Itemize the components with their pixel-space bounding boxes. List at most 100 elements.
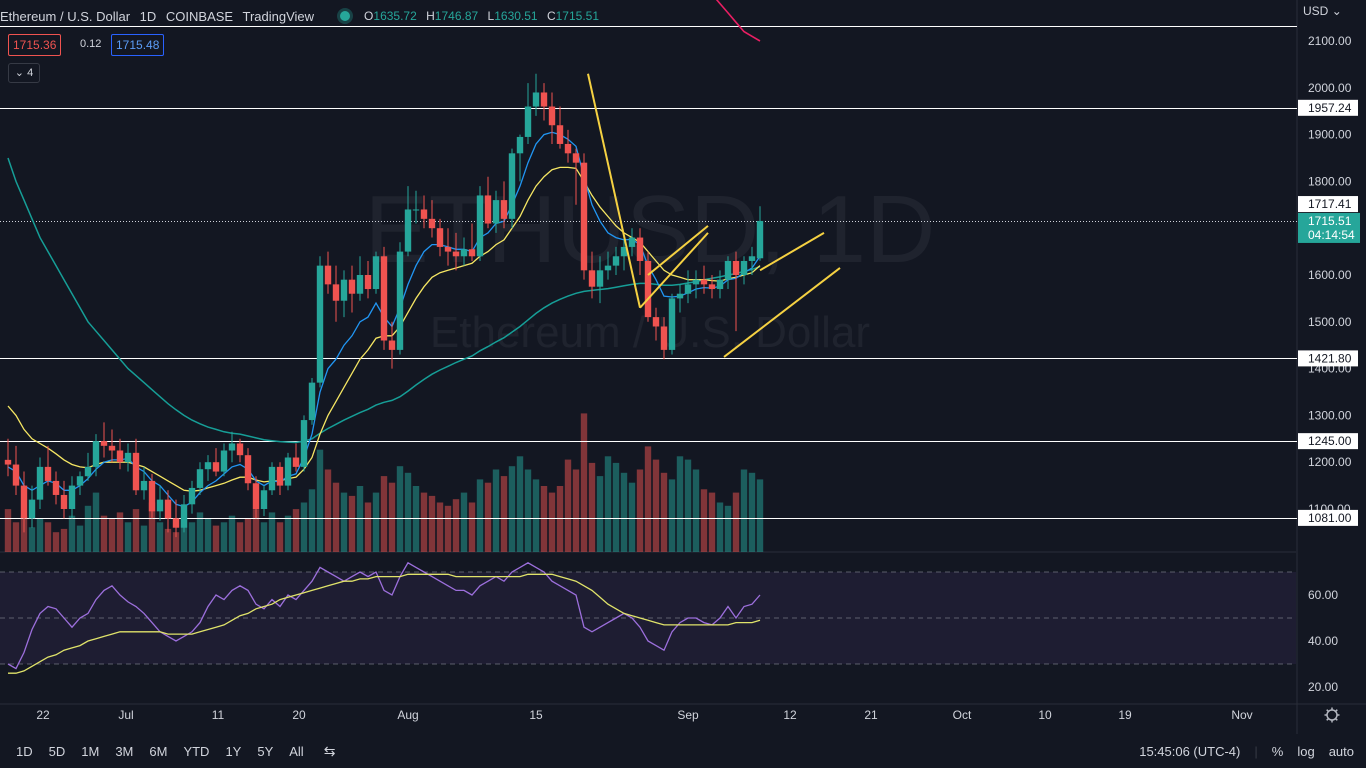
candle[interactable]: [436, 218, 444, 257]
candle[interactable]: [60, 480, 68, 519]
candle[interactable]: [660, 317, 668, 360]
currency-selector[interactable]: USD ⌄: [1303, 4, 1342, 18]
candle[interactable]: [148, 473, 156, 519]
candle[interactable]: [340, 270, 348, 318]
horizontal-levels[interactable]: [0, 26, 1297, 519]
candle[interactable]: [732, 251, 740, 332]
candle[interactable]: [204, 455, 212, 481]
percent-toggle[interactable]: %: [1271, 743, 1284, 759]
candle[interactable]: [12, 445, 20, 495]
candle[interactable]: [700, 265, 708, 294]
candle[interactable]: [164, 490, 172, 533]
rsi-pane[interactable]: [0, 561, 1296, 674]
candle[interactable]: [572, 148, 580, 205]
candle[interactable]: [636, 228, 644, 275]
candle[interactable]: [252, 476, 260, 519]
price-axis[interactable]: 2100.002000.001900.001800.001700.001600.…: [1298, 34, 1360, 694]
candle[interactable]: [588, 251, 596, 299]
candle[interactable]: [236, 438, 244, 463]
candle[interactable]: [212, 448, 220, 477]
candle[interactable]: [76, 471, 84, 495]
ema-long-line[interactable]: [712, 0, 761, 42]
candles[interactable]: [4, 73, 764, 538]
candle[interactable]: [684, 270, 692, 304]
timeframe-button-ytd[interactable]: YTD: [183, 743, 210, 759]
candle[interactable]: [92, 434, 100, 477]
candle[interactable]: [452, 232, 460, 271]
candle[interactable]: [4, 438, 12, 477]
level-price-tag[interactable]: [1298, 509, 1358, 526]
trend-patterns[interactable]: [587, 73, 841, 358]
timeframe-button-6m[interactable]: 6M: [149, 743, 168, 759]
timeframe-button-5y[interactable]: 5Y: [257, 743, 274, 759]
rsi-ma-line[interactable]: [8, 573, 761, 674]
timeframe-button-5d[interactable]: 5D: [48, 743, 66, 759]
candle[interactable]: [412, 190, 420, 224]
rsi-line[interactable]: [7, 561, 761, 670]
market-status-icon[interactable]: [340, 11, 351, 21]
log-toggle[interactable]: log: [1297, 743, 1315, 759]
gear-icon[interactable]: [1324, 707, 1340, 723]
candle[interactable]: [300, 415, 308, 472]
candle[interactable]: [620, 237, 628, 271]
candle[interactable]: [556, 106, 564, 149]
timeframe-button-all[interactable]: All: [289, 743, 304, 759]
candle[interactable]: [220, 443, 228, 477]
time-axis[interactable]: 22 Jul 11 20 Aug 15 Sep 12 21 Oct 10 19 Nov: [36, 707, 1340, 723]
candle[interactable]: [308, 377, 316, 425]
candle[interactable]: [140, 466, 148, 500]
candle[interactable]: [748, 246, 756, 275]
candle[interactable]: [20, 471, 28, 533]
candle[interactable]: [68, 476, 76, 519]
legend-title[interactable]: Ethereum / U.S. Dollar 1D COINBASE Tradi…: [0, 9, 320, 24]
trendline[interactable]: [723, 267, 841, 358]
candle[interactable]: [644, 251, 652, 322]
trendline[interactable]: [759, 232, 825, 272]
candle[interactable]: [516, 134, 524, 182]
candle[interactable]: [500, 181, 508, 229]
candle[interactable]: [492, 190, 500, 233]
candle[interactable]: [676, 284, 684, 313]
candle[interactable]: [652, 307, 660, 341]
candle[interactable]: [44, 445, 52, 486]
candle[interactable]: [276, 462, 284, 495]
candle[interactable]: [28, 485, 36, 528]
candle[interactable]: [444, 228, 452, 266]
candle[interactable]: [628, 228, 636, 257]
candle[interactable]: [524, 83, 532, 144]
candle[interactable]: [324, 251, 332, 294]
candle[interactable]: [476, 186, 484, 261]
candle[interactable]: [292, 443, 300, 472]
trendline[interactable]: [587, 73, 641, 308]
candle[interactable]: [124, 443, 132, 472]
timeframe-button-1m[interactable]: 1M: [81, 743, 100, 759]
trendline[interactable]: [639, 232, 709, 309]
candle[interactable]: [316, 256, 324, 388]
candle[interactable]: [756, 206, 764, 261]
candle[interactable]: [468, 223, 476, 261]
auto-toggle[interactable]: auto: [1328, 743, 1354, 759]
candle[interactable]: [564, 129, 572, 163]
candle[interactable]: [484, 176, 492, 229]
candle[interactable]: [380, 246, 388, 350]
candle[interactable]: [36, 457, 44, 509]
candle[interactable]: [388, 321, 396, 369]
candle[interactable]: [356, 256, 364, 301]
indicators-toggle-button[interactable]: ⌄ 4: [8, 63, 40, 83]
level-price-tag[interactable]: [1298, 350, 1358, 367]
candle[interactable]: [332, 265, 340, 322]
candle[interactable]: [692, 270, 700, 299]
candle[interactable]: [372, 251, 380, 294]
candle[interactable]: [532, 73, 540, 116]
candle[interactable]: [724, 256, 732, 290]
candle[interactable]: [740, 256, 748, 285]
candle[interactable]: [172, 499, 180, 538]
candle[interactable]: [116, 438, 124, 470]
candle[interactable]: [132, 438, 140, 495]
calendar-range-icon[interactable]: ⇆: [323, 742, 336, 759]
candle[interactable]: [348, 265, 356, 313]
sell-button[interactable]: 1715.36: [8, 34, 62, 56]
candle[interactable]: [708, 275, 716, 299]
candle[interactable]: [540, 83, 548, 121]
candle[interactable]: [284, 452, 292, 491]
